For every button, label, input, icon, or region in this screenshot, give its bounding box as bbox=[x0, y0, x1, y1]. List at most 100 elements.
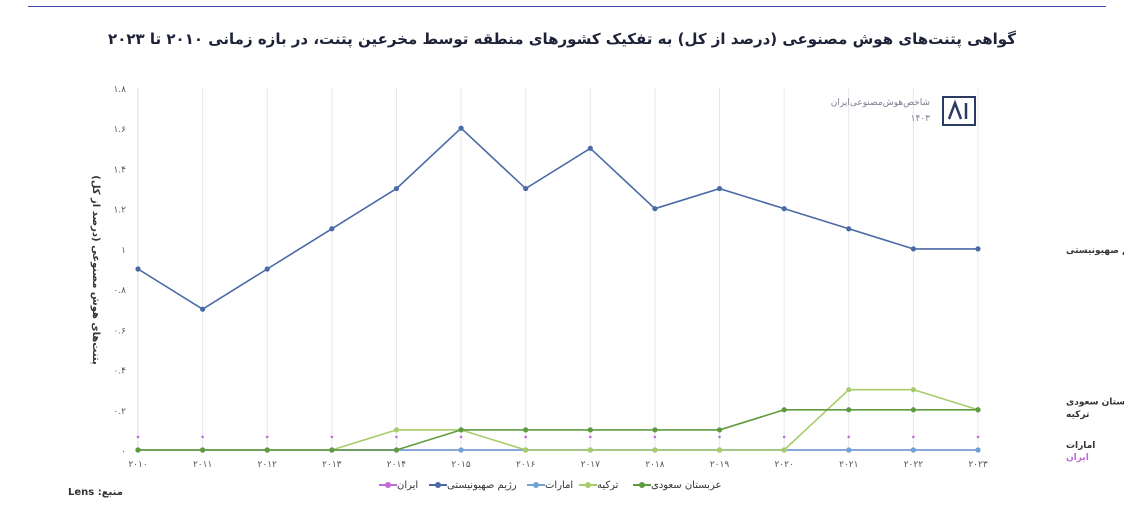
data-point bbox=[716, 447, 723, 453]
series-end-label: امارات bbox=[1066, 441, 1095, 451]
data-point bbox=[393, 185, 400, 192]
data-point bbox=[329, 226, 335, 232]
x-tick-label: ۲۰۱۰ bbox=[128, 460, 147, 470]
top-divider bbox=[28, 6, 1106, 7]
data-point bbox=[393, 427, 400, 433]
y-tick-label: ۰.۴ bbox=[113, 367, 126, 377]
data-point bbox=[523, 427, 529, 433]
iran-marker-dot bbox=[718, 435, 721, 439]
series-line bbox=[138, 408, 978, 451]
iran-marker-dot bbox=[201, 435, 204, 439]
data-point bbox=[200, 306, 206, 312]
chart-legend: ایران رژیم صهیونیستی امارات ترکیه عربستان سع… bbox=[376, 480, 721, 494]
logo-year: ۱۴۰۳ bbox=[910, 114, 930, 124]
legend-swatch-icon bbox=[429, 482, 447, 488]
data-point bbox=[523, 185, 529, 192]
data-point bbox=[846, 447, 852, 453]
data-point bbox=[135, 447, 141, 453]
series-end-label: عربستان سعودی bbox=[1066, 398, 1124, 408]
y-tick-label: ۰.۲ bbox=[113, 407, 126, 417]
legend-item: ترکیه bbox=[576, 480, 618, 491]
data-point bbox=[846, 226, 852, 232]
data-point bbox=[975, 447, 981, 453]
y-tick-label: ۱.۶ bbox=[113, 125, 126, 135]
iran-marker-dot bbox=[847, 435, 851, 439]
series-line bbox=[137, 127, 978, 311]
data-point bbox=[200, 447, 206, 453]
data-point bbox=[652, 427, 658, 433]
y-tick-label: ۱.۸ bbox=[113, 85, 126, 95]
iran-marker-dot bbox=[136, 435, 140, 439]
data-point bbox=[135, 266, 141, 272]
iran-marker-dot bbox=[330, 435, 334, 439]
legend-label: رژیم صهیونیستی bbox=[447, 480, 517, 491]
y-tick-label: ۰.۸ bbox=[113, 286, 126, 296]
data-point bbox=[652, 206, 658, 212]
legend-label: ترکیه bbox=[597, 480, 619, 491]
data-point bbox=[975, 407, 981, 413]
legend-label: ایران bbox=[397, 480, 419, 491]
x-tick-label: ۲۰۲۰ bbox=[774, 460, 793, 470]
chart-title: گواهی پتنت‌های هوش مصنوعی (درصد از کل) ب… bbox=[108, 30, 1016, 48]
x-tick-label: ۲۰۱۵ bbox=[451, 460, 471, 470]
iran-marker-dot bbox=[653, 435, 657, 439]
iran-marker-dot bbox=[912, 435, 915, 439]
data-point bbox=[587, 447, 593, 453]
x-tick-label: ۲۰۲۳ bbox=[968, 460, 988, 470]
data-point bbox=[458, 125, 464, 131]
iran-marker-dot bbox=[524, 435, 527, 439]
legend-swatch-icon bbox=[527, 482, 545, 488]
data-point bbox=[910, 447, 916, 453]
legend-item: امارات bbox=[524, 480, 573, 491]
data-point bbox=[652, 447, 658, 453]
data-point bbox=[975, 246, 981, 252]
y-tick-label: ۱.۲ bbox=[113, 206, 126, 216]
data-point bbox=[458, 447, 464, 453]
data-point bbox=[523, 447, 529, 453]
data-point bbox=[910, 407, 916, 413]
x-tick-label: ۲۰۲۲ bbox=[904, 460, 924, 470]
x-tick-label: ۲۰۱۲ bbox=[258, 460, 278, 470]
data-point bbox=[781, 407, 787, 413]
legend-item: عربستان سعودی bbox=[630, 480, 721, 491]
logo-text: شاخص‌هوش‌مصنوعی‌ایران bbox=[830, 98, 930, 108]
y-tick-label: ۱ bbox=[121, 246, 126, 256]
data-point bbox=[329, 447, 335, 453]
series-line bbox=[138, 388, 979, 451]
legend-swatch-icon bbox=[579, 482, 597, 488]
iran-marker-dot bbox=[395, 435, 398, 439]
data-point bbox=[846, 407, 852, 413]
x-tick-label: ۲۰۲۱ bbox=[839, 460, 858, 470]
iran-marker-dot bbox=[589, 435, 592, 439]
x-tick-label: ۲۰۱۳ bbox=[322, 460, 342, 470]
data-point bbox=[264, 447, 270, 453]
data-point bbox=[781, 447, 787, 453]
legend-label: عربستان سعودی bbox=[651, 480, 722, 491]
legend-item: رژیم صهیونیستی bbox=[426, 480, 517, 491]
y-tick-label: ۱.۴ bbox=[113, 165, 126, 175]
data-point bbox=[716, 185, 723, 192]
logo-ai-icon bbox=[942, 96, 976, 126]
data-point bbox=[781, 206, 787, 212]
data-point bbox=[458, 427, 464, 433]
data-point bbox=[264, 266, 270, 272]
legend-label: امارات bbox=[545, 480, 574, 491]
x-tick-label: ۲۰۱۱ bbox=[193, 460, 212, 470]
data-point bbox=[910, 246, 916, 252]
series-end-label: ایران bbox=[1066, 453, 1089, 463]
data-point bbox=[716, 427, 723, 433]
iran-marker-dot bbox=[976, 435, 980, 439]
legend-swatch-icon bbox=[633, 482, 651, 488]
data-point bbox=[393, 447, 400, 453]
series-end-label: رژیم صهیونیستی bbox=[1066, 246, 1124, 256]
iran-marker-dot bbox=[459, 435, 463, 439]
data-point bbox=[587, 145, 593, 151]
iran-marker-dot bbox=[265, 435, 269, 439]
iran-marker-dot bbox=[782, 435, 786, 439]
x-tick-label: ۲۰۱۷ bbox=[581, 460, 601, 470]
data-point bbox=[587, 427, 593, 433]
legend-swatch-icon bbox=[379, 482, 397, 488]
x-tick-label: ۲۰۱۴ bbox=[387, 460, 407, 470]
x-tick-label: ۲۰۱۶ bbox=[516, 460, 536, 470]
